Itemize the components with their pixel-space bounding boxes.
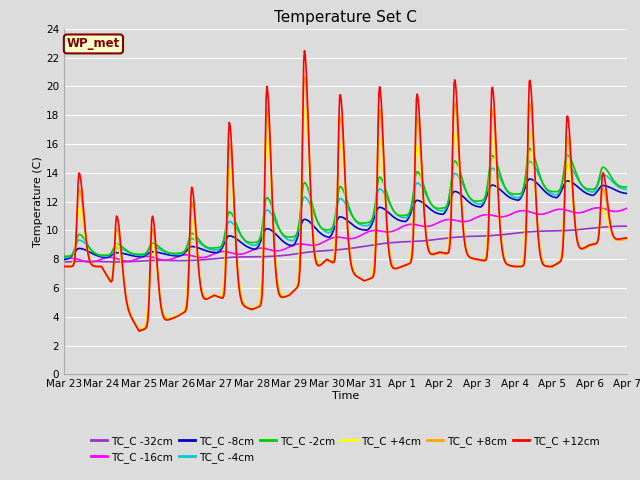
TC_C -4cm [623, 187, 631, 192]
TC_C +8cm [416, 133, 424, 139]
TC_C -32cm [623, 223, 631, 229]
TC_C -8cm [128, 253, 136, 259]
TC_C +8cm [432, 252, 440, 257]
TC_C -16cm [186, 252, 194, 258]
TC_C -4cm [414, 180, 422, 186]
TC_C +4cm [60, 264, 68, 270]
TC_C -32cm [128, 259, 136, 264]
TC_C -4cm [431, 205, 438, 211]
TC_C +8cm [128, 315, 136, 321]
Line: TC_C -16cm: TC_C -16cm [64, 208, 627, 262]
TC_C +4cm [186, 232, 194, 238]
Line: TC_C +12cm: TC_C +12cm [64, 50, 627, 331]
TC_C +12cm [216, 295, 224, 300]
TC_C +12cm [432, 251, 440, 256]
TC_C -8cm [215, 249, 223, 254]
TC_C -16cm [216, 249, 224, 255]
TC_C -4cm [526, 159, 534, 165]
TC_C -16cm [431, 221, 439, 227]
TC_C -16cm [129, 257, 137, 263]
TC_C +4cm [301, 106, 308, 112]
TC_C +12cm [186, 219, 194, 225]
TC_C +4cm [216, 294, 224, 300]
TC_C +4cm [416, 156, 424, 161]
Line: TC_C -32cm: TC_C -32cm [64, 226, 627, 262]
TC_C +12cm [623, 235, 631, 240]
TC_C -4cm [215, 246, 223, 252]
TC_C -8cm [60, 256, 68, 262]
TC_C -32cm [414, 239, 422, 244]
TC_C -32cm [431, 237, 438, 242]
TC_C -32cm [70, 259, 78, 264]
TC_C -8cm [623, 191, 631, 196]
Line: TC_C -4cm: TC_C -4cm [64, 162, 627, 258]
TC_C -16cm [623, 205, 631, 211]
TC_C -2cm [186, 235, 193, 241]
TC_C -16cm [70, 255, 78, 261]
TC_C +12cm [60, 264, 68, 269]
Legend: TC_C -32cm, TC_C -16cm, TC_C -8cm, TC_C -4cm, TC_C -2cm, TC_C +4cm, TC_C +8cm, T: TC_C -32cm, TC_C -16cm, TC_C -8cm, TC_C … [87, 432, 604, 467]
TC_C -32cm [186, 258, 193, 264]
TC_C -2cm [215, 244, 223, 250]
TC_C -32cm [215, 255, 223, 261]
TC_C -32cm [60, 259, 68, 265]
TC_C +4cm [135, 327, 143, 333]
TC_C +4cm [70, 253, 78, 259]
TC_C -4cm [70, 247, 78, 253]
TC_C +8cm [135, 328, 143, 334]
TC_C -2cm [526, 145, 534, 151]
TC_C +8cm [186, 222, 194, 228]
TC_C -2cm [128, 251, 136, 256]
Line: TC_C -8cm: TC_C -8cm [64, 179, 627, 259]
TC_C -8cm [431, 209, 438, 215]
TC_C -8cm [414, 198, 422, 204]
TC_C -8cm [526, 176, 534, 182]
Line: TC_C +8cm: TC_C +8cm [64, 76, 627, 331]
TC_C +12cm [128, 316, 136, 322]
TC_C -16cm [415, 222, 422, 228]
TC_C +12cm [301, 48, 308, 53]
TC_C -8cm [186, 245, 193, 251]
TC_C +8cm [623, 236, 631, 242]
TC_C -4cm [128, 251, 136, 257]
TC_C +12cm [416, 118, 424, 123]
TC_C +8cm [60, 264, 68, 270]
TC_C -4cm [186, 239, 193, 244]
TC_C +12cm [135, 328, 143, 334]
TC_C -2cm [70, 247, 78, 253]
X-axis label: Time: Time [332, 391, 359, 401]
TC_C -4cm [60, 255, 68, 261]
Text: WP_met: WP_met [67, 37, 120, 50]
TC_C -2cm [60, 253, 68, 259]
TC_C -2cm [414, 169, 422, 175]
TC_C -2cm [623, 184, 631, 190]
TC_C -8cm [70, 250, 78, 256]
TC_C +8cm [301, 73, 308, 79]
TC_C -16cm [60, 257, 68, 263]
TC_C +4cm [432, 251, 440, 257]
Line: TC_C +4cm: TC_C +4cm [64, 109, 627, 330]
TC_C +8cm [70, 256, 78, 262]
TC_C +12cm [70, 260, 78, 266]
TC_C -16cm [86, 259, 93, 265]
TC_C +4cm [128, 314, 136, 320]
TC_C -2cm [431, 204, 438, 210]
Y-axis label: Temperature (C): Temperature (C) [33, 156, 43, 247]
Title: Temperature Set C: Temperature Set C [274, 10, 417, 25]
TC_C +4cm [623, 236, 631, 242]
TC_C +8cm [216, 295, 224, 300]
TC_C -16cm [595, 205, 602, 211]
Line: TC_C -2cm: TC_C -2cm [64, 148, 627, 256]
